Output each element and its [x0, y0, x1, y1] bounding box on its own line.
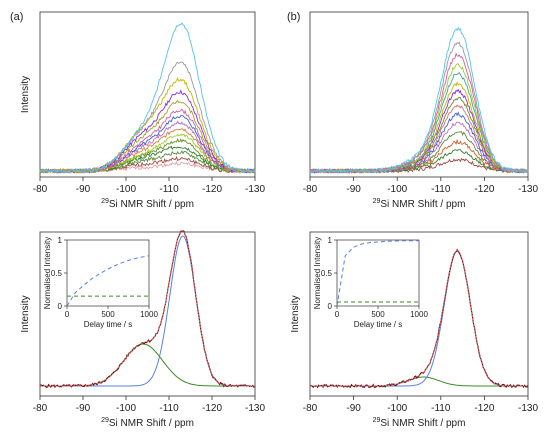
panel-label-a: (a)	[10, 11, 23, 23]
inset-y-axis-label: Normalised Intensity	[313, 237, 322, 309]
isotope-superscript: 29	[373, 198, 381, 205]
inset-x-tick-label: 1000	[410, 310, 428, 319]
x-tick-label: -90	[346, 184, 361, 195]
x-tick-label: -110	[431, 184, 451, 195]
fit-line	[310, 249, 528, 387]
y-axis-label: Intensity	[20, 295, 31, 332]
inset-y-tick-label: 0.5	[51, 269, 63, 278]
inset-y-axis-label: Normalised Intensity	[43, 237, 52, 309]
y-axis-label: Intensity	[20, 76, 31, 113]
plot-frame	[39, 11, 256, 178]
spectrum-line	[309, 63, 529, 174]
inset-x-axis-label: Delay time / s	[354, 320, 402, 329]
x-axis-label: 29Si NMR Shift / ppm	[101, 198, 194, 210]
inset-chart: 0 500 1000 0 0.5 1 Delay time / s Normalised In…	[43, 236, 158, 329]
x-tick-label: -90	[76, 403, 91, 414]
x-tick-label: -80	[303, 403, 318, 414]
x-tick-label: -130	[518, 184, 538, 195]
x-tick-label: -110	[159, 403, 179, 414]
x-tick-label: -80	[33, 403, 48, 414]
spectrum-line	[309, 138, 529, 174]
x-axis-label-text: Si NMR Shift / ppm	[109, 199, 194, 210]
inset-x-tick-label: 500	[101, 310, 115, 319]
inset-series-line	[336, 240, 419, 307]
x-tick-label: -100	[387, 403, 407, 414]
spectrum-line	[309, 52, 529, 174]
panel-0: -80 -90 -100 -110 -120 -130 29Si NMR Shift / p…	[20, 11, 265, 210]
plot-frame	[309, 231, 529, 397]
data-line	[309, 248, 529, 389]
inset-y-tick-label: 0	[328, 302, 333, 311]
inset-y-tick-label: 1	[328, 236, 333, 245]
x-tick-label: -110	[159, 184, 179, 195]
x-tick-label: -100	[116, 403, 136, 414]
inset-x-tick-label: 0	[65, 310, 70, 319]
x-tick-label: -80	[303, 184, 318, 195]
x-tick-label: -110	[431, 403, 451, 414]
x-axis-label-text: Si NMR Shift / ppm	[109, 418, 194, 429]
x-tick-label: -100	[116, 184, 136, 195]
inset-frame	[66, 239, 150, 307]
inset-x-axis-label: Delay time / s	[84, 320, 132, 329]
spectrum-line	[309, 26, 529, 174]
x-tick-label: -90	[76, 184, 91, 195]
q3-component-line	[40, 343, 255, 387]
spectrum-line	[39, 77, 256, 174]
isotope-superscript: 29	[101, 417, 109, 424]
x-tick-label: -120	[202, 403, 222, 414]
x-tick-label: -130	[245, 184, 265, 195]
x-tick-label: -80	[33, 184, 48, 195]
inset-frame	[336, 239, 420, 307]
x-tick-label: -130	[518, 403, 538, 414]
x-tick-label: -90	[346, 403, 361, 414]
spectrum-line	[39, 22, 256, 174]
inset-x-tick-label: 500	[371, 310, 385, 319]
x-axis-label-text: Si NMR Shift / ppm	[380, 199, 465, 210]
fit-line	[40, 230, 255, 387]
plot-frame	[39, 231, 256, 397]
inset-series-line	[66, 255, 150, 307]
x-tick-label: -130	[245, 403, 265, 414]
x-tick-label: -120	[474, 184, 494, 195]
x-tick-label: -120	[202, 184, 222, 195]
x-axis-label: 29Si NMR Shift / ppm	[373, 198, 466, 210]
inset-x-tick-label: 1000	[140, 310, 158, 319]
spectrum-line	[39, 61, 256, 174]
inset-y-tick-label: 0	[58, 302, 63, 311]
x-tick-label: -120	[474, 403, 494, 414]
y-axis-label: Intensity	[290, 295, 301, 332]
x-axis-label: 29Si NMR Shift / ppm	[373, 417, 466, 429]
panel-label-b: (b)	[287, 11, 300, 23]
panel-3: -80 -90 -100 -110 -120 -130 29Si NMR Shift / p…	[290, 231, 538, 429]
inset-chart: 0 500 1000 0 0.5 1 Delay time / s Normalised In…	[313, 236, 428, 329]
x-axis-label: 29Si NMR Shift / ppm	[101, 417, 194, 429]
isotope-superscript: 29	[373, 417, 381, 424]
inset-y-tick-label: 0.5	[321, 269, 333, 278]
panel-2: -80 -90 -100 -110 -120 -130 29Si NMR Shift / p…	[20, 230, 265, 429]
spectrum-line	[309, 41, 529, 174]
isotope-superscript: 29	[101, 198, 109, 205]
inset-x-tick-label: 0	[335, 310, 340, 319]
plot-frame	[309, 11, 529, 178]
x-tick-label: -100	[387, 184, 407, 195]
panel-1: -80 -90 -100 -110 -120 -130 29Si NMR Shift / p…	[303, 11, 538, 210]
inset-y-tick-label: 1	[58, 236, 63, 245]
x-axis-label-text: Si NMR Shift / ppm	[380, 418, 465, 429]
